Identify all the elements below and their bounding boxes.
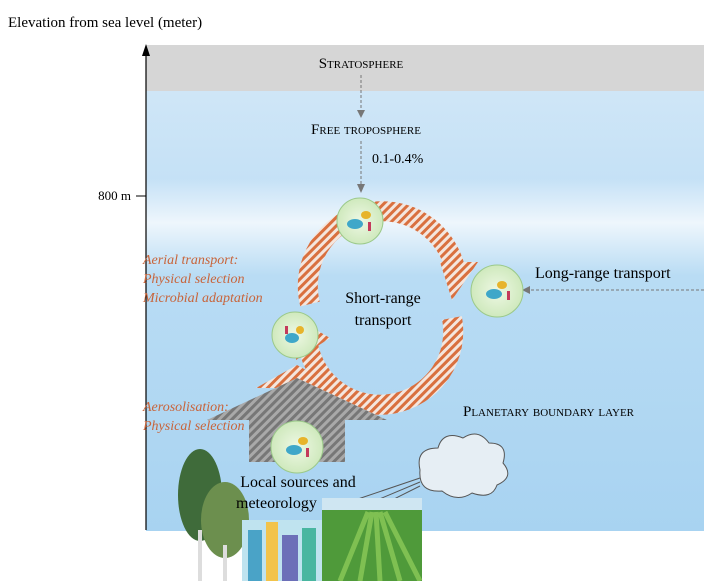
layer-label: Stratosphere [319, 56, 404, 72]
flux-label: 0.1-0.4% [372, 152, 424, 167]
process-label: Aerial transport: [142, 253, 238, 268]
tick-label: 800 m [98, 188, 131, 203]
field [322, 498, 422, 581]
axis-title: Elevation from sea level (meter) [8, 15, 202, 31]
layer-label: Free troposphere [311, 122, 421, 138]
diagram: Elevation from sea level (meter) 800 m S… [0, 0, 704, 581]
process-label: meteorology [236, 495, 317, 512]
process-label: Physical selection [142, 272, 244, 287]
process-label: Long-range transport [535, 265, 671, 282]
stratosphere-band [146, 45, 704, 91]
process-label: Local sources and [240, 474, 356, 491]
city [242, 520, 322, 581]
process-label: Short-range [345, 290, 421, 307]
process-label: Physical selection [142, 419, 244, 434]
layer-label: Planetary boundary layer [463, 404, 635, 420]
process-label: Microbial adaptation [142, 291, 263, 306]
process-label: transport [355, 312, 412, 329]
process-label: Aerosolisation: [142, 400, 229, 415]
